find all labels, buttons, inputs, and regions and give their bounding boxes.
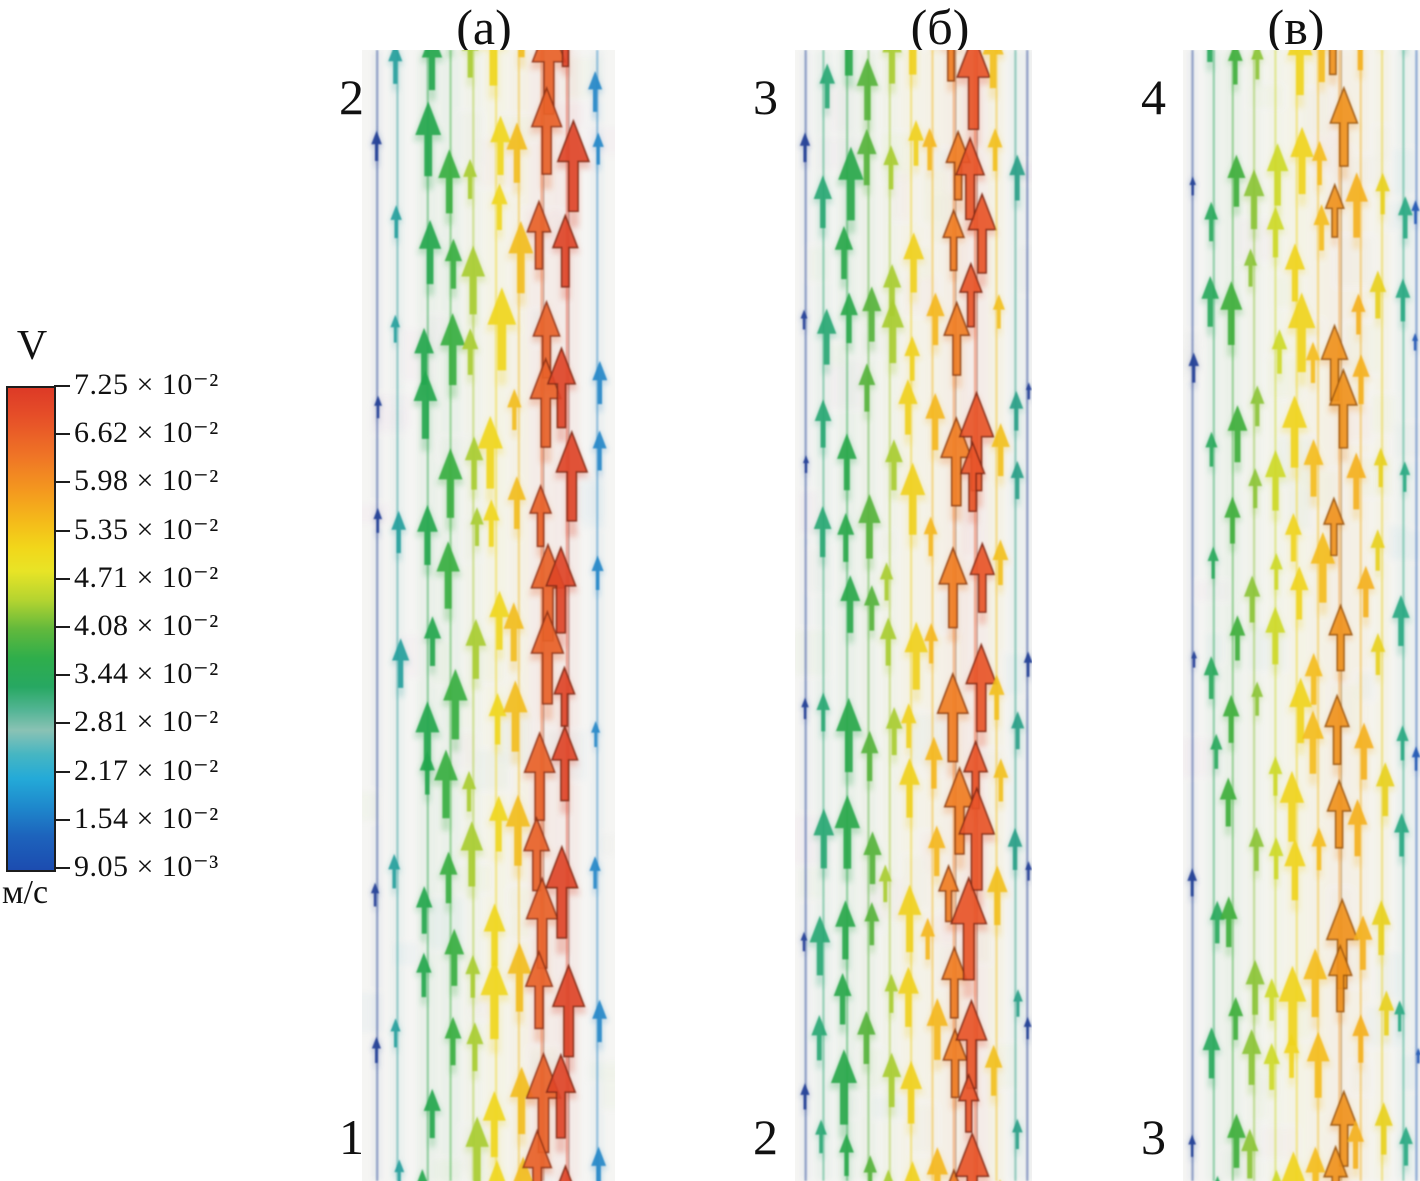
vector-field-svg-a bbox=[362, 50, 615, 1181]
colorbar-tick bbox=[54, 674, 70, 677]
colorbar-tick bbox=[54, 577, 70, 580]
colorbar-tick-label: 1.54 × 10⁻² bbox=[74, 801, 219, 835]
colorbar-tick bbox=[54, 385, 70, 387]
colorbar-tick bbox=[54, 626, 70, 628]
panel-label-c: (в) bbox=[1267, 0, 1325, 55]
panel-label-b: (б) bbox=[910, 0, 970, 55]
colorbar-tick bbox=[54, 722, 70, 725]
vector-panel-a bbox=[362, 50, 615, 1181]
vector-field-svg-b bbox=[795, 50, 1032, 1181]
colorbar-tick-label: 6.62 × 10⁻² bbox=[74, 416, 219, 450]
colorbar-title: V bbox=[16, 323, 48, 369]
marker-top-c: 4 bbox=[1141, 69, 1166, 125]
colorbar-tick-label: 4.08 × 10⁻² bbox=[74, 609, 219, 642]
marker-bottom-b: 2 bbox=[753, 1109, 778, 1165]
colorbar-tick-label: 9.05 × 10⁻³ bbox=[74, 850, 219, 883]
colorbar-tick bbox=[54, 481, 70, 484]
vector-field-svg-c bbox=[1183, 50, 1420, 1181]
colorbar-gradient bbox=[6, 386, 56, 872]
colorbar-tick-label: 5.98 × 10⁻² bbox=[74, 464, 219, 498]
colorbar-tick-label: 4.71 × 10⁻² bbox=[74, 560, 219, 594]
colorbar-tick-label: 5.35 × 10⁻² bbox=[74, 512, 219, 546]
colorbar-tick bbox=[54, 529, 70, 532]
colorbar-tick bbox=[54, 867, 70, 869]
colorbar-tick bbox=[54, 433, 70, 436]
colorbar-tick-label: 2.81 × 10⁻² bbox=[74, 705, 219, 739]
vector-panel-c bbox=[1183, 50, 1420, 1181]
marker-bottom-a: 1 bbox=[339, 1109, 364, 1165]
marker-top-a: 2 bbox=[339, 69, 364, 125]
panel-label-a: (а) bbox=[456, 0, 512, 55]
colorbar-tick-label: 7.25 × 10⁻² bbox=[74, 368, 219, 401]
colorbar-tick-label: 3.44 × 10⁻² bbox=[74, 657, 219, 691]
colorbar-units: м/с bbox=[2, 874, 49, 911]
marker-bottom-c: 3 bbox=[1141, 1109, 1166, 1165]
colorbar-tick bbox=[54, 770, 70, 773]
vector-panel-b bbox=[795, 50, 1032, 1181]
colorbar-tick-label: 2.17 × 10⁻² bbox=[74, 753, 219, 787]
marker-top-b: 3 bbox=[753, 69, 778, 125]
colorbar-tick bbox=[54, 818, 70, 821]
